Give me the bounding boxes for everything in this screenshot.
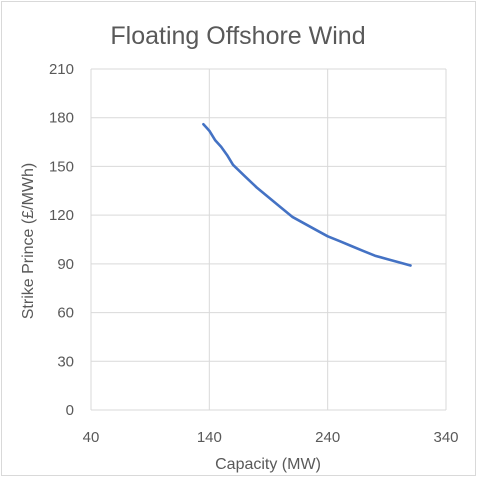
x-tick-label: 340 bbox=[433, 429, 458, 446]
chart-title: Floating Offshore Wind bbox=[110, 22, 365, 50]
x-tick-label: 40 bbox=[83, 429, 100, 446]
y-tick-label: 90 bbox=[57, 256, 74, 273]
y-tick-label: 150 bbox=[49, 158, 74, 175]
y-tick-label: 120 bbox=[49, 207, 74, 224]
y-tick-label: 180 bbox=[49, 110, 74, 127]
x-axis-ticks: 40 140 240 340 bbox=[83, 429, 459, 446]
gridlines bbox=[90, 68, 447, 411]
y-tick-label: 30 bbox=[57, 353, 74, 370]
x-tick-label: 140 bbox=[197, 429, 222, 446]
y-tick-label: 60 bbox=[57, 305, 74, 322]
series-group bbox=[202, 122, 412, 267]
y-axis-ticks: 0 30 60 90 120 150 180 210 bbox=[49, 61, 74, 419]
y-axis-title: Strike Prince (£/MWh) bbox=[20, 163, 37, 319]
x-tick-label: 240 bbox=[315, 429, 340, 446]
y-tick-label: 0 bbox=[66, 402, 74, 419]
y-tick-label: 210 bbox=[49, 61, 74, 78]
series-line bbox=[202, 122, 412, 267]
x-axis-title: Capacity (MW) bbox=[215, 456, 321, 473]
